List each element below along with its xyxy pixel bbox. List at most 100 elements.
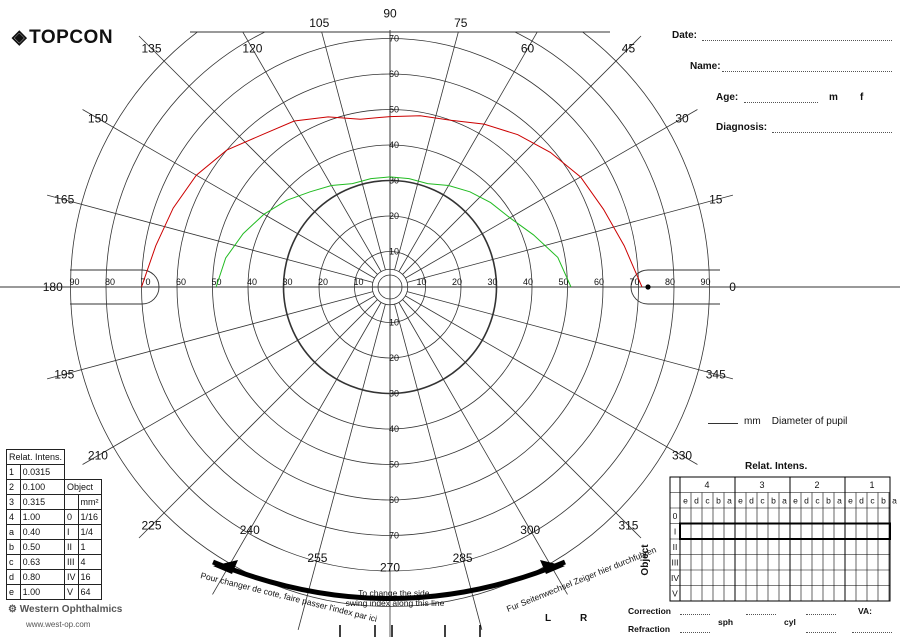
topcon-logo-icon: ◈	[12, 27, 28, 48]
ring-label-up-10: 10	[389, 247, 399, 257]
footer-brand-text: Western Ophthalmics	[19, 604, 123, 615]
correction-label: Correction	[628, 606, 671, 616]
correction-field-3[interactable]	[806, 614, 836, 615]
ring-label-right-40: 40	[523, 277, 533, 287]
group-label-4: 4	[704, 480, 709, 490]
meridian-label-240: 240	[240, 523, 260, 537]
right-eye-label[interactable]: R	[580, 613, 588, 624]
meridian-line-150	[82, 109, 375, 279]
meridian-line-195	[46, 291, 373, 380]
meridian-label-0: 0	[729, 280, 736, 294]
subcol-label-d: d	[859, 496, 864, 506]
refraction-field[interactable]	[680, 632, 710, 633]
grid-row-label-V: V	[672, 589, 678, 599]
grid-row-label-III: III	[671, 558, 678, 568]
age-field[interactable]	[744, 102, 818, 103]
va-field[interactable]	[852, 632, 892, 633]
swing-arc	[212, 559, 566, 601]
meridian-label-255: 255	[307, 551, 327, 565]
ring-label-down-30: 30	[389, 389, 399, 399]
meridian-label-30: 30	[675, 111, 689, 125]
subcol-label-b: b	[771, 496, 776, 506]
ring-label-up-50: 50	[389, 105, 399, 115]
meridian-line-300	[398, 302, 568, 595]
meridian-line-165	[46, 194, 373, 283]
refraction-label: Refraction	[628, 624, 671, 634]
ring-label-down-60: 60	[389, 495, 399, 505]
ring-label-left-50: 50	[211, 277, 221, 287]
subcol-label-b: b	[826, 496, 831, 506]
meridian-line-210	[82, 295, 375, 465]
meridian-label-180: 180	[43, 280, 63, 294]
ring-label-right-20: 20	[452, 277, 462, 287]
meridian-line-105	[297, 24, 386, 270]
logo-text: TOPCON	[29, 27, 114, 48]
meridian-label-225: 225	[142, 518, 162, 532]
meridian-label-105: 105	[309, 16, 329, 30]
age-label: Age:	[716, 92, 739, 103]
ring-label-right-70: 70	[629, 277, 639, 287]
ring-label-left-20: 20	[318, 277, 328, 287]
meridian-label-330: 330	[672, 449, 692, 463]
meridian-label-345: 345	[706, 367, 726, 381]
ring-label-up-30: 30	[389, 176, 399, 186]
cyl-label: cyl	[784, 617, 796, 627]
subcol-label-e: e	[738, 496, 743, 506]
intensity-row: c 0.63 III 4	[6, 554, 102, 570]
meridian-line-240	[212, 302, 382, 595]
grid-row-label-IV: IV	[671, 573, 679, 583]
diagnosis-label: Diagnosis:	[716, 122, 768, 133]
date-label: Date:	[672, 30, 698, 41]
subcol-label-a: a	[892, 496, 897, 506]
correction-field[interactable]	[680, 614, 710, 615]
grid-row-label-II: II	[673, 542, 678, 552]
left-eye-label[interactable]: L	[545, 613, 552, 624]
meridian-line-75	[394, 24, 483, 270]
intensity-key: e	[6, 584, 21, 600]
meridian-label-300: 300	[520, 523, 540, 537]
intensity-row: a 0.40 I 1/4	[6, 524, 102, 540]
highlight-row-I	[679, 522, 891, 540]
pupil-field[interactable]	[708, 423, 738, 424]
meridian-label-285: 285	[453, 551, 473, 565]
meridian-line-255	[297, 304, 386, 631]
subcol-label-b: b	[716, 496, 721, 506]
meridian-label-150: 150	[88, 111, 108, 125]
cyl-field[interactable]	[806, 632, 836, 633]
meridian-label-210: 210	[88, 449, 108, 463]
ring-label-down-20: 20	[389, 353, 399, 363]
grid-row-label-I: I	[674, 527, 676, 537]
ring-label-left-30: 30	[282, 277, 292, 287]
meridian-label-165: 165	[54, 193, 74, 207]
meridian-line-135	[138, 35, 378, 275]
date-field[interactable]	[702, 40, 892, 41]
left-capsule	[70, 269, 160, 305]
subcol-label-c: c	[705, 496, 710, 506]
meridian-label-90: 90	[383, 7, 397, 21]
ring-label-down-50: 50	[389, 460, 399, 470]
intensity-value: 1.00	[19, 584, 66, 600]
correction-field-2[interactable]	[746, 614, 776, 615]
ring-label-down-70: 70	[389, 531, 399, 541]
meridian-line-30	[405, 109, 698, 279]
diagnosis-field[interactable]	[772, 132, 892, 133]
subcol-label-c: c	[760, 496, 765, 506]
meridian-line-15	[407, 194, 734, 283]
fixation-dot	[645, 284, 651, 290]
meridian-label-195: 195	[54, 367, 74, 381]
meridian-label-135: 135	[142, 42, 162, 56]
footer-brand-icon: ⚙	[8, 604, 20, 615]
meridian-label-45: 45	[622, 42, 636, 56]
ring-label-left-40: 40	[247, 277, 257, 287]
isopter-green	[215, 176, 572, 288]
pupil-diameter: mm Diameter of pupil	[708, 416, 847, 427]
name-field[interactable]	[722, 71, 892, 72]
ring-label-left-10: 10	[353, 277, 363, 287]
subcol-label-c: c	[870, 496, 875, 506]
meridian-label-60: 60	[521, 42, 535, 56]
ring-label-right-90: 90	[700, 277, 710, 287]
va-label: VA:	[858, 606, 873, 616]
ring-label-left-60: 60	[176, 277, 186, 287]
age-m-label: m	[829, 92, 838, 103]
